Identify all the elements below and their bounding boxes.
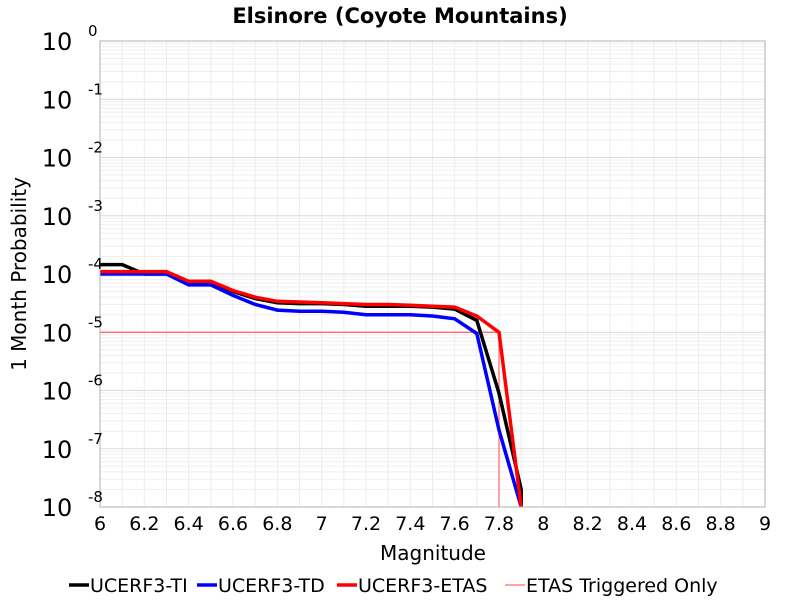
y-tick-label: 10: [42, 378, 73, 406]
y-tick-label: 10: [42, 145, 73, 173]
y-tick-label: 10: [42, 319, 73, 347]
legend-label: UCERF3-TD: [218, 575, 325, 597]
chart-title: Elsinore (Coyote Mountains): [232, 4, 567, 28]
y-tick-exponent: -4: [88, 255, 103, 273]
x-tick-label: 6.6: [218, 513, 248, 535]
x-tick-label: 8: [537, 513, 549, 535]
x-tick-label: 7.4: [395, 513, 425, 535]
grid: [99, 41, 766, 508]
legend-label: UCERF3-TI: [90, 575, 188, 597]
y-tick-label: 10: [42, 203, 73, 231]
y-tick-label: 10: [42, 86, 73, 114]
x-tick-label: 8.2: [573, 513, 603, 535]
x-tick-label: 8.6: [661, 513, 691, 535]
x-tick-label: 9: [759, 513, 771, 535]
y-tick-labels: 10 0 10 -1 10 -2 10 -3 10 -4 10 -5 10 -6 10 -7 10 -8: [42, 22, 103, 522]
x-tick-label: 7: [316, 513, 328, 535]
y-tick-exponent: 0: [88, 22, 98, 40]
y-tick-exponent: -6: [88, 372, 103, 390]
y-axis-label: 1 Month Probability: [7, 177, 31, 371]
x-tick-label: 8.8: [706, 513, 736, 535]
x-tick-label: 7.6: [440, 513, 470, 535]
y-tick-label: 10: [42, 494, 73, 522]
x-tick-labels: 6 6.2 6.4 6.6 6.8 7 7.2 7.4 7.6 7.8 8 8.2 8.4 8.6 8.8 9: [94, 513, 771, 535]
x-tick-label: 6.2: [129, 513, 159, 535]
legend: UCERF3-TI UCERF3-TD UCERF3-ETAS ETAS Trigge…: [69, 575, 718, 597]
y-tick-exponent: -5: [88, 313, 103, 331]
y-tick-exponent: -1: [88, 80, 103, 98]
x-tick-label: 6: [94, 513, 106, 535]
x-tick-label: 8.4: [617, 513, 647, 535]
y-tick-exponent: -2: [88, 139, 103, 157]
plot-frame: [99, 40, 766, 508]
x-tick-label: 6.4: [174, 513, 204, 535]
x-tick-label: 7.8: [484, 513, 514, 535]
y-tick-label: 10: [42, 261, 73, 289]
y-tick-label: 10: [42, 436, 73, 464]
legend-label: UCERF3-ETAS: [358, 575, 487, 597]
x-axis-label: Magnitude: [380, 541, 486, 565]
legend-label: ETAS Triggered Only: [526, 575, 718, 597]
y-tick-exponent: -7: [88, 430, 103, 448]
y-tick-label: 10: [42, 28, 73, 56]
x-tick-label: 6.8: [262, 513, 292, 535]
series-layer: [100, 262, 523, 508]
series-line-ucerf3-td: [100, 272, 523, 508]
y-tick-exponent: -3: [88, 197, 103, 215]
x-tick-label: 7.2: [351, 513, 381, 535]
series-line-ucerf3-etas: [100, 269, 523, 508]
y-tick-exponent: -8: [88, 488, 103, 506]
